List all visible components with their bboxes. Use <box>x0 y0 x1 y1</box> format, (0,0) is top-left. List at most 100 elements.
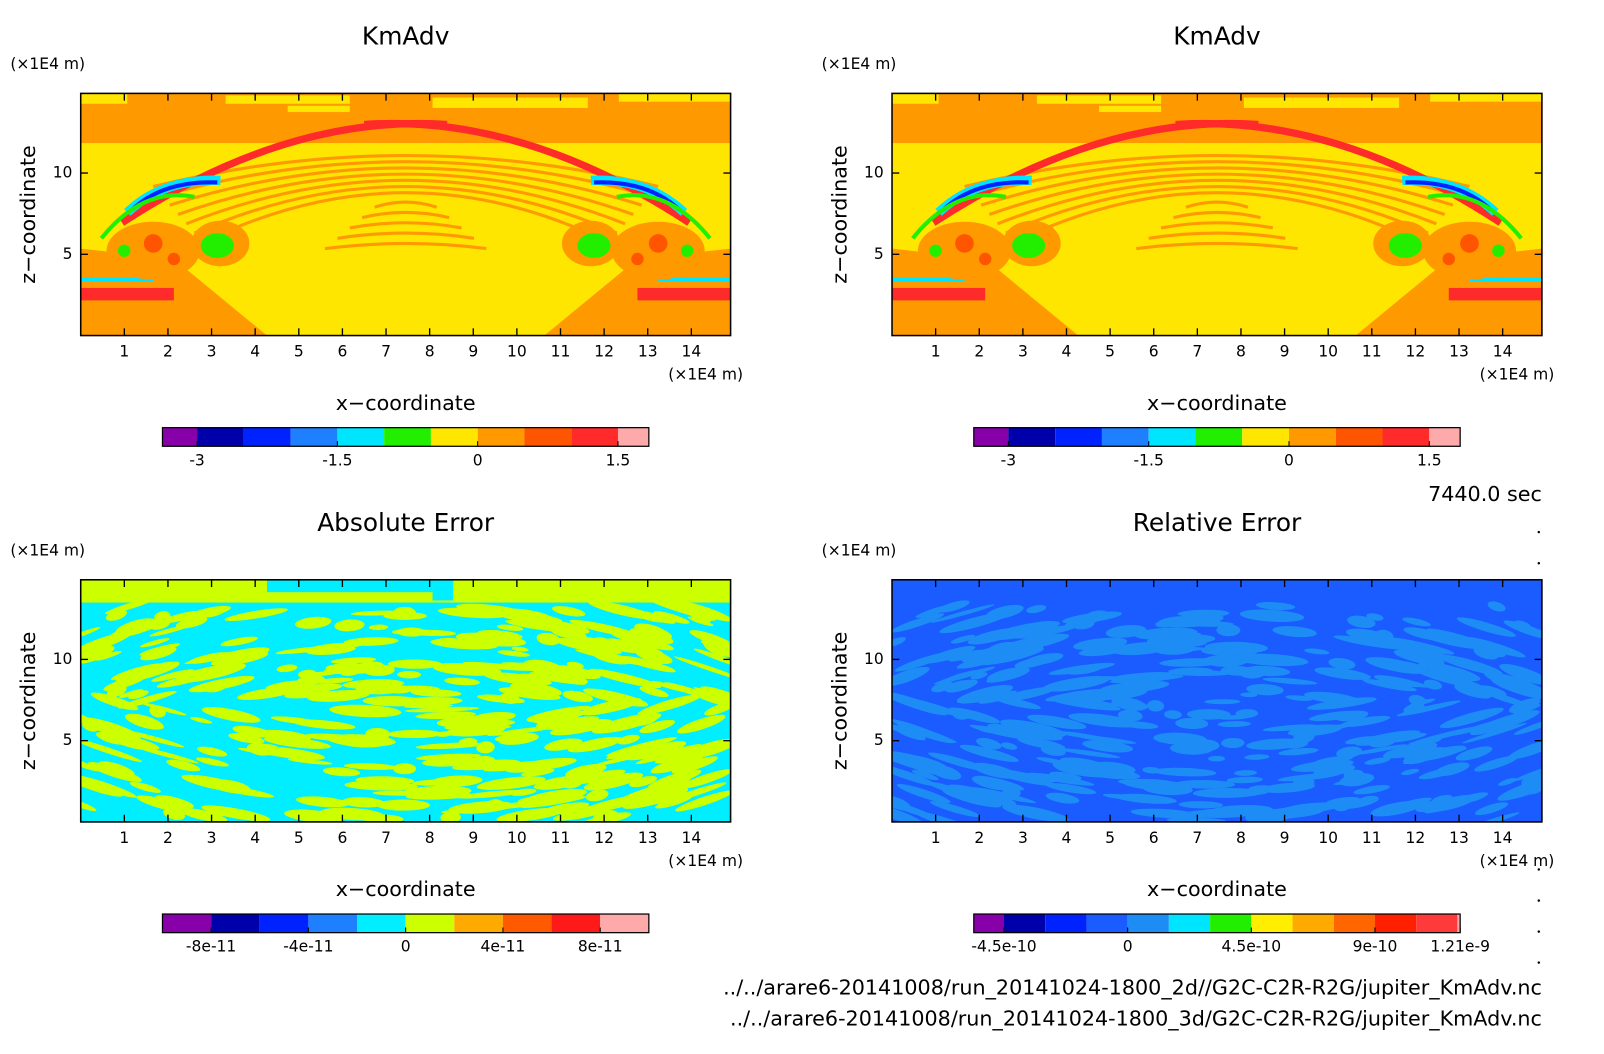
field-arc <box>349 221 462 230</box>
y-tick-label: 10 <box>53 650 73 668</box>
field-blob <box>149 625 189 637</box>
field-arc <box>99 193 195 240</box>
field-blob <box>388 729 442 739</box>
field-blob <box>1014 624 1079 639</box>
field-blob <box>411 779 454 786</box>
x-tick-label: 2 <box>163 343 173 361</box>
field-blob <box>358 661 384 670</box>
field-blob <box>544 738 583 751</box>
field-blob <box>1362 679 1417 692</box>
field-blob <box>1234 770 1257 776</box>
plot-frame <box>891 92 1543 337</box>
field-arc <box>911 193 1007 240</box>
field-blob <box>117 244 131 257</box>
field-blob <box>1408 694 1426 706</box>
field-blob <box>1248 785 1274 792</box>
x-tick-label: 3 <box>1018 829 1028 847</box>
colorbar-segment <box>1004 914 1046 933</box>
field-patch <box>80 93 128 104</box>
colorbar-segment <box>551 914 601 933</box>
x-tick-label: 1 <box>119 829 129 847</box>
colorbar-segment <box>162 427 198 447</box>
field-blob <box>1452 712 1486 725</box>
field-blob <box>448 801 514 814</box>
field-blob <box>188 652 231 664</box>
field-blob <box>416 753 481 761</box>
x-axis-label: x−coordinate <box>336 391 476 415</box>
field-blob <box>532 670 588 685</box>
field-blob <box>1491 678 1542 699</box>
field-blob <box>80 738 142 763</box>
field-patch <box>266 579 433 593</box>
plot-frame <box>891 579 1543 823</box>
field-patch <box>618 93 731 102</box>
y-axis-label: z−coordinate <box>827 145 851 284</box>
field-blob <box>201 805 271 822</box>
field-blob <box>1304 648 1330 655</box>
field-blob <box>1460 234 1479 253</box>
x-tick-label: 2 <box>974 343 984 361</box>
field-blob <box>526 709 580 723</box>
field-blob <box>1105 624 1147 638</box>
field-blob <box>929 244 942 257</box>
field-blob <box>325 662 364 671</box>
field-blob <box>517 796 545 804</box>
colorbar-segment <box>259 914 309 933</box>
colorbar-tick-label: 8e-11 <box>578 938 623 956</box>
field-blob <box>136 795 191 813</box>
field-blob <box>401 785 472 798</box>
x-tick-label: 4 <box>1062 829 1072 847</box>
field-arc <box>972 160 1462 198</box>
colorbar-segment <box>502 914 552 933</box>
field-blob <box>521 768 555 777</box>
colorbar-segment <box>357 914 406 933</box>
field-blob <box>959 744 1019 762</box>
field-blob <box>610 631 674 651</box>
field-blob <box>639 686 669 698</box>
x-tick-label: 3 <box>1018 343 1028 361</box>
field-blob <box>993 768 1056 783</box>
field-blob <box>1059 748 1121 759</box>
field-blob <box>1111 697 1144 710</box>
x-tick-label: 13 <box>638 829 658 847</box>
field-blob <box>405 629 457 637</box>
field-blob <box>487 725 558 736</box>
field-blob <box>140 638 170 648</box>
chart: Relative Error (×1E4 m) z−coordinate (×1E4 … <box>822 508 1555 956</box>
field-blob <box>403 703 454 709</box>
x-tick-label: 7 <box>381 829 391 847</box>
field-blob <box>292 719 356 730</box>
field-blob <box>520 796 586 808</box>
contour-field <box>892 93 1542 336</box>
field-blob <box>583 772 644 791</box>
x-axis-label: x−coordinate <box>1147 877 1287 901</box>
colorbar-segment <box>524 427 572 447</box>
field-arc <box>185 178 626 226</box>
field-blob <box>1226 776 1264 784</box>
x-tick-label: 10 <box>1318 829 1338 847</box>
field-blob <box>476 776 546 790</box>
x-tick-label: 11 <box>551 343 571 361</box>
field-arc <box>964 153 1470 189</box>
field-arc <box>1427 193 1523 240</box>
field-blob <box>911 770 939 781</box>
y-axis-label: z−coordinate <box>16 145 40 284</box>
field-blob <box>1049 771 1082 781</box>
field-blob <box>344 780 418 791</box>
field-blob <box>1186 709 1231 720</box>
field-blob <box>1256 738 1306 748</box>
field-blob <box>199 607 225 618</box>
x-tick-label: 13 <box>1449 343 1469 361</box>
field-blob <box>970 672 988 680</box>
field-blob <box>151 669 195 682</box>
field-blob <box>115 618 156 635</box>
field-blob <box>1166 670 1220 676</box>
colorbar-segment <box>243 427 291 447</box>
x-tick-label: 10 <box>507 829 527 847</box>
field-blob <box>1498 777 1517 786</box>
x-tick-label: 13 <box>1449 829 1469 847</box>
field-blob <box>1017 737 1066 750</box>
field-blob <box>456 789 527 799</box>
colorbar-segment <box>197 427 244 447</box>
